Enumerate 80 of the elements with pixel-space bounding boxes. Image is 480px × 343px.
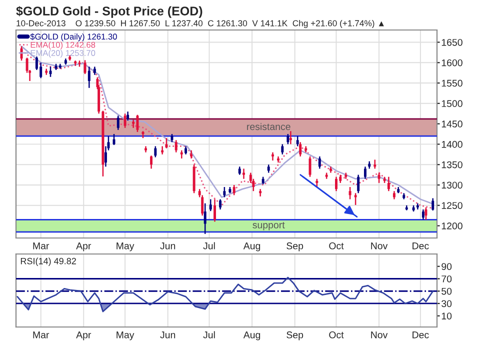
y-tick-label: 50: [442, 288, 452, 295]
chart-subtitle: 10-Dec-2013 O 1239.50 H 1267.50 L 1237.40 C 1261.30 V 141.1K Chg +21.60 (+1.74%) ▲: [16, 20, 384, 28]
x-tick-label: Sep: [286, 242, 304, 252]
candlestick: [296, 135, 299, 147]
x-tick-label: Oct: [329, 242, 344, 250]
candlestick: [154, 146, 157, 158]
candlestick: [165, 137, 168, 149]
candlestick: [348, 186, 352, 200]
y-tick-label: 1550: [442, 80, 462, 87]
y-tick-label: 30: [442, 300, 452, 308]
candlestick: [318, 156, 321, 170]
x-tick-label: Apr: [76, 332, 92, 340]
candlestick: [299, 142, 302, 158]
x-tick-label: Dec: [412, 332, 429, 338]
candlestick: [289, 130, 292, 145]
candlestick: [308, 156, 312, 178]
candlestick: [150, 154, 153, 170]
x-tick-label: May: [116, 242, 134, 252]
candlestick: [424, 206, 428, 220]
y-tick-label: 90: [442, 263, 452, 270]
candlestick: [357, 174, 360, 194]
x-tick-label: Sep: [286, 331, 304, 340]
candlestick: [378, 172, 380, 184]
y-tick-label: 1200: [442, 222, 462, 230]
y-tick-label: 1250: [442, 202, 462, 209]
candlestick: [281, 144, 284, 156]
x-tick-label: Nov: [371, 332, 388, 338]
candlestick: [422, 208, 424, 220]
x-tick-label: Mar: [33, 332, 50, 338]
x-tick-label: Aug: [243, 242, 260, 252]
candlestick: [49, 66, 52, 78]
candlestick: [124, 112, 126, 129]
candlestick: [354, 192, 357, 206]
candlestick: [209, 198, 212, 212]
candlestick: [334, 176, 338, 192]
y-tick-label: 1350: [442, 161, 462, 168]
y-tick-label: 10: [442, 312, 452, 320]
candlestick: [132, 119, 135, 129]
y-tick-label: 1400: [442, 140, 462, 148]
candlestick: [214, 198, 216, 222]
x-tick-label: Mar: [33, 242, 50, 250]
candlestick: [432, 198, 434, 212]
x-tick-label: Apr: [76, 242, 92, 252]
x-tick-label: Jul: [203, 331, 215, 338]
candlestick: [88, 66, 90, 89]
y-tick-label: 70: [442, 275, 452, 282]
line-series: [16, 276, 434, 312]
chart-title: $GOLD Gold - Spot Price (EOD): [16, 6, 202, 18]
candlestick: [161, 146, 164, 156]
candlestick: [204, 202, 206, 235]
candlestick: [223, 186, 226, 198]
candlestick: [219, 198, 222, 210]
x-tick-label: Dec: [412, 242, 429, 250]
candlestick: [286, 133, 290, 145]
x-tick-label: Jul: [203, 242, 215, 250]
x-tick-label: Jun: [160, 242, 176, 250]
y-tick-label: 1600: [442, 59, 462, 66]
candlestick: [232, 184, 236, 196]
legend-label: $GOLD (Daily) 1261.30: [30, 33, 117, 42]
candlestick: [136, 114, 139, 133]
candlestick: [116, 115, 120, 131]
x-tick-label: Oct: [329, 331, 344, 338]
chart-title: RSI(14) 49.82: [20, 258, 76, 266]
x-tick-label: Nov: [371, 242, 388, 250]
candlestick: [242, 168, 245, 180]
y-tick-label: 1300: [442, 182, 462, 189]
x-tick-label: May: [116, 332, 134, 340]
candlestick: [84, 60, 86, 75]
y-tick-label: 1450: [442, 120, 462, 128]
legend-label: EMA(10) 1242.68: [30, 42, 96, 50]
y-tick-label: 1500: [442, 100, 462, 108]
candlestick: [174, 139, 178, 153]
y-tick-label: 1650: [442, 38, 462, 46]
candlestick: [364, 166, 366, 180]
band-label: support: [252, 222, 285, 230]
candlestick: [387, 176, 390, 192]
legend-label: EMA(20) 1253.70: [30, 50, 96, 58]
x-tick-label: Jun: [160, 332, 176, 338]
band-label: resistance: [247, 122, 290, 130]
x-tick-label: Aug: [243, 332, 260, 340]
